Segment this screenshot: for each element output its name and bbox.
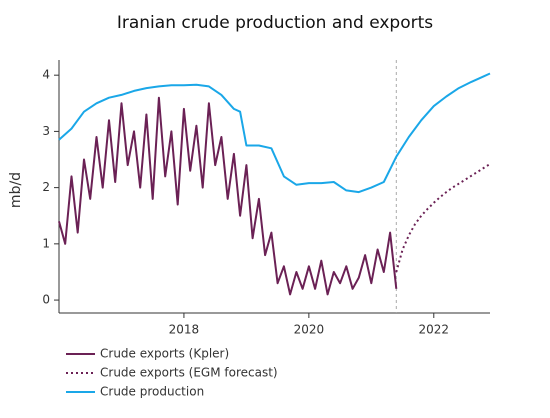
y-tick-label: 3 — [42, 124, 50, 138]
series-line — [58, 96, 398, 296]
series-line — [395, 163, 491, 273]
x-tick-label: 2018 — [169, 323, 200, 337]
x-tick-label: 2020 — [294, 323, 325, 337]
series-line — [58, 72, 491, 194]
chart-title: Iranian crude production and exports — [117, 13, 433, 33]
x-tick-label: 2022 — [419, 323, 450, 337]
legend-label: Crude exports (EGM forecast) — [100, 366, 278, 380]
y-tick-label: 1 — [42, 236, 50, 250]
y-tick-label: 4 — [42, 68, 50, 82]
legend-label: Crude production — [100, 385, 204, 399]
y-axis-label: mb/d — [8, 172, 24, 208]
y-tick-label: 0 — [42, 293, 50, 307]
legend-label: Crude exports (Kpler) — [100, 347, 229, 361]
y-tick-label: 2 — [42, 180, 50, 194]
